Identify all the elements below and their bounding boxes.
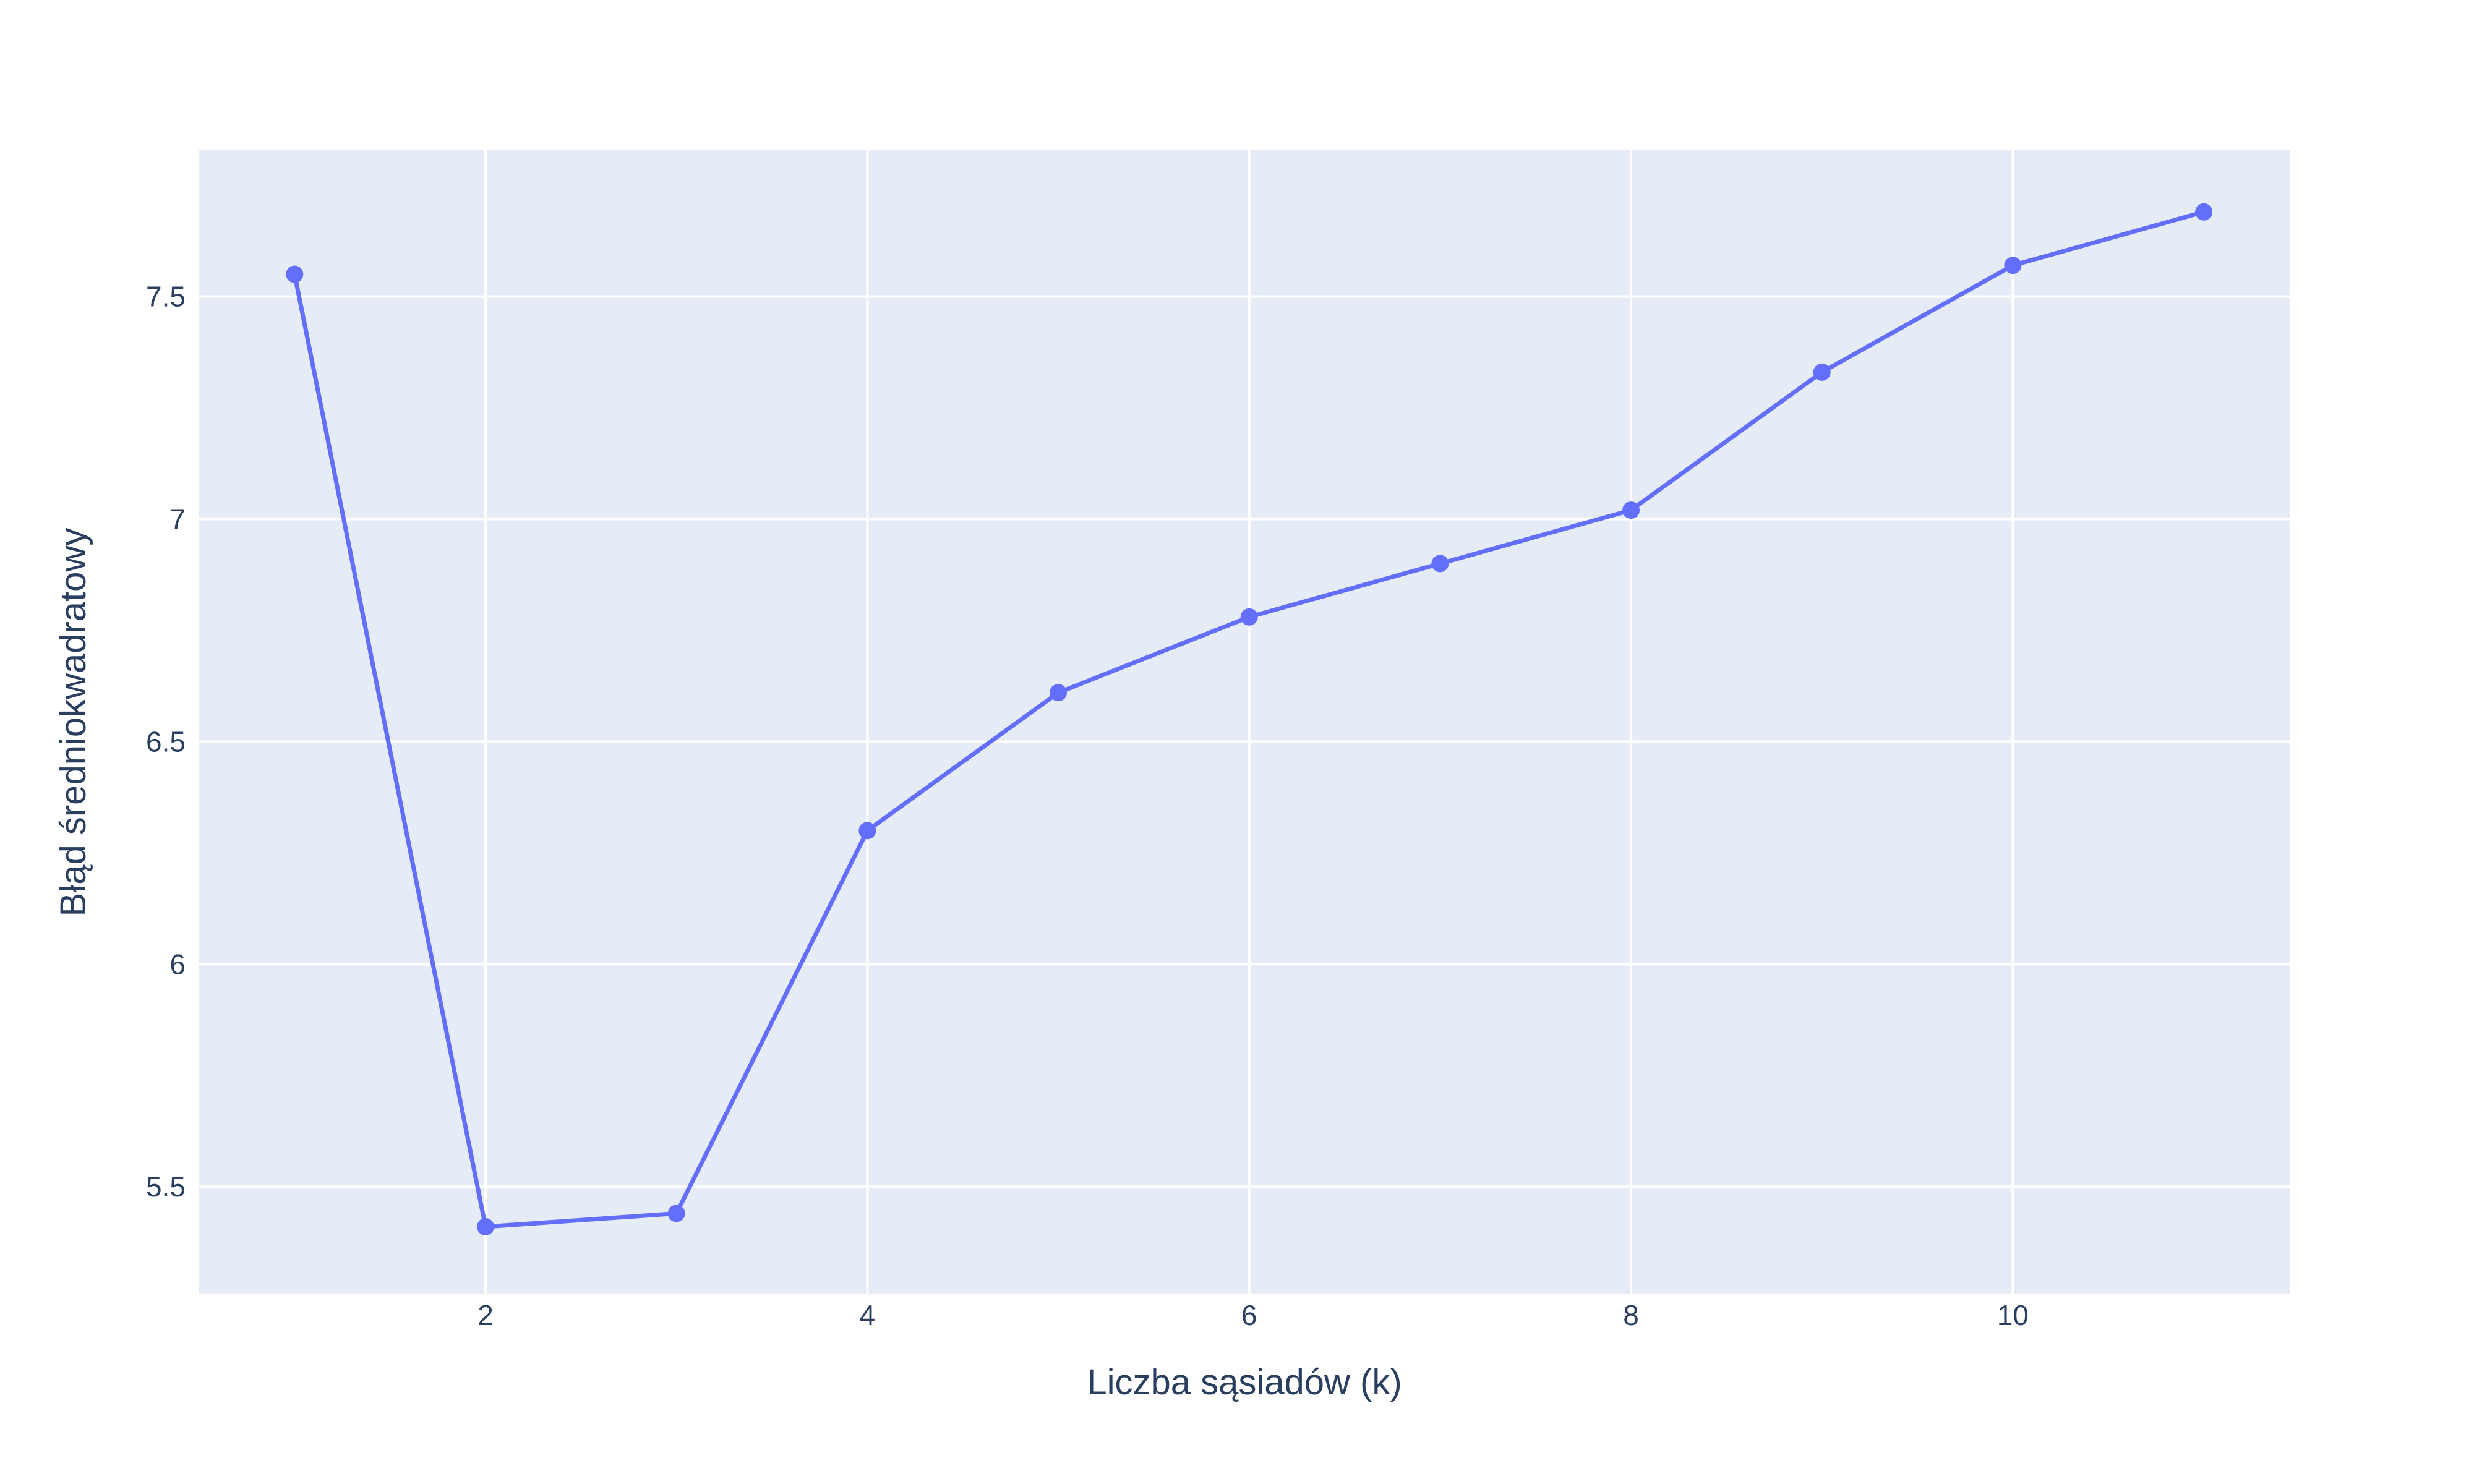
data-point <box>1431 555 1449 573</box>
data-point <box>667 1205 685 1222</box>
data-point <box>858 822 876 840</box>
grid-lines <box>199 150 2290 1294</box>
y-axis-title: Błąd średniokwadratowy <box>53 528 93 917</box>
y-tick-label: 7.5 <box>146 281 186 313</box>
data-point <box>286 265 304 283</box>
tick-labels: 2 4 6 8 10 5.5 6 6.5 7 7.5 <box>146 281 2029 1331</box>
y-tick-label: 7 <box>169 503 186 535</box>
series-layer <box>286 203 2213 1236</box>
x-tick-label: 8 <box>1623 1299 1639 1331</box>
data-point <box>1050 684 1068 702</box>
y-tick-label: 5.5 <box>146 1171 186 1203</box>
x-tick-label: 6 <box>1241 1299 1257 1331</box>
data-point <box>1240 608 1258 626</box>
y-tick-label: 6.5 <box>146 725 186 757</box>
x-axis-title: Liczba sąsiadów (k) <box>1087 1362 1402 1402</box>
x-tick-label: 2 <box>477 1299 494 1331</box>
x-tick-label: 4 <box>860 1299 876 1331</box>
plot-background <box>199 150 2290 1294</box>
data-point <box>1622 501 1640 519</box>
data-point <box>1813 363 1831 381</box>
data-point <box>2004 257 2022 275</box>
x-tick-label: 10 <box>1997 1299 2029 1331</box>
data-point <box>2195 203 2213 221</box>
data-point <box>477 1218 495 1236</box>
y-tick-label: 6 <box>169 948 186 980</box>
